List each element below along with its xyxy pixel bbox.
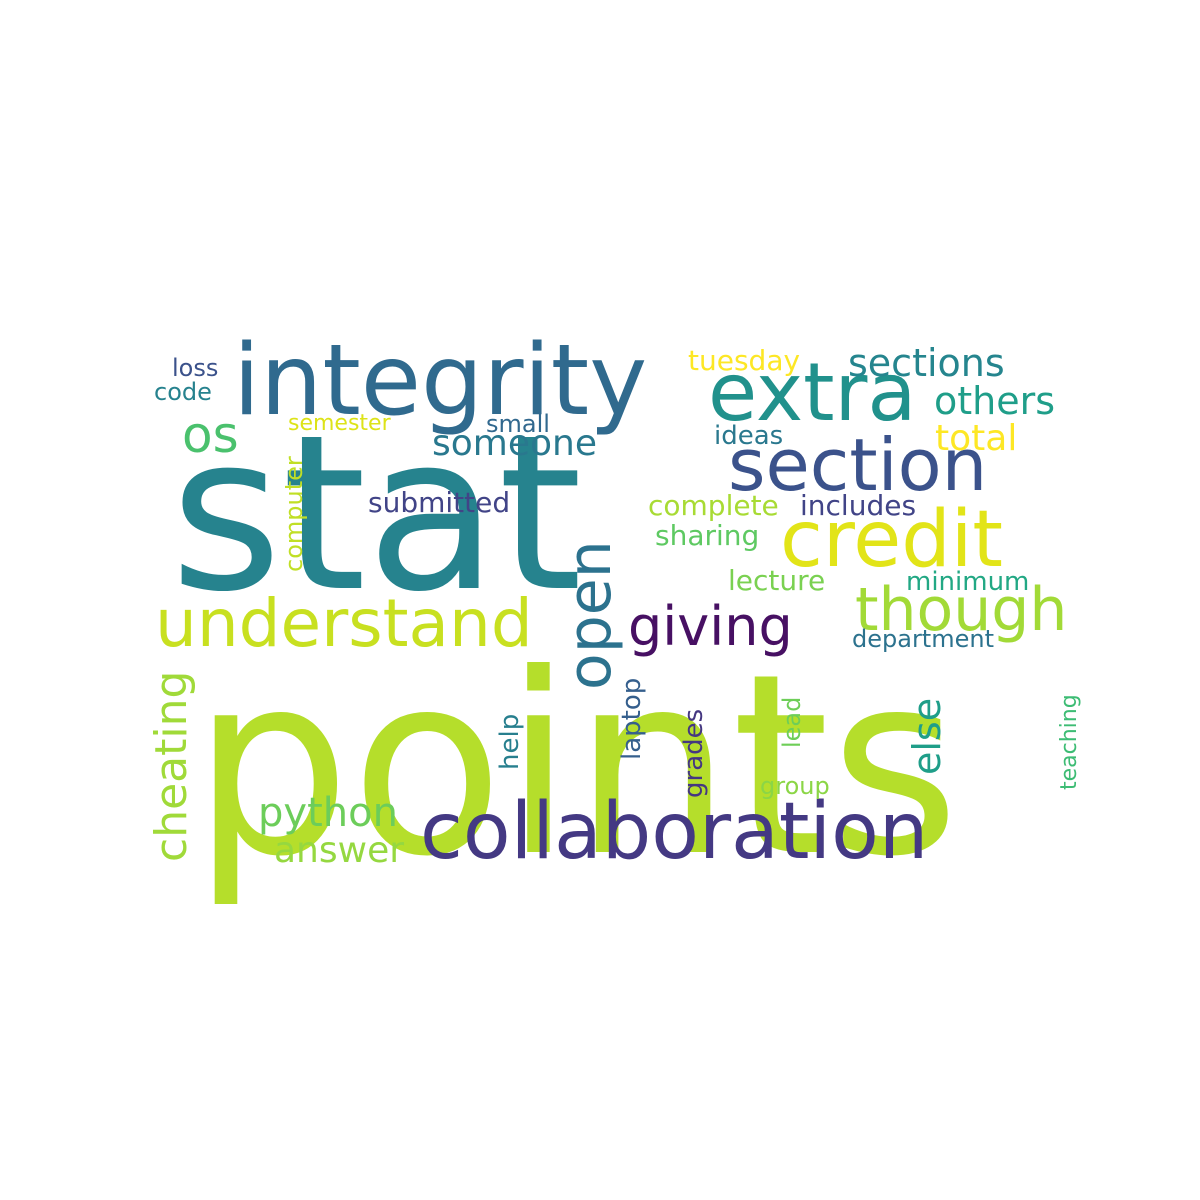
word-total: total <box>935 418 1017 459</box>
word-small: small <box>486 410 550 438</box>
word-department: department <box>852 625 994 653</box>
word-collaboration: collaboration <box>420 787 928 877</box>
word-minimum: minimum <box>906 567 1029 597</box>
word-help: help <box>495 714 525 770</box>
word-includes: includes <box>800 489 916 522</box>
word-stat: stat <box>170 388 582 639</box>
word-complete: complete <box>648 489 779 522</box>
word-understand: understand <box>155 585 533 662</box>
word-lecture: lecture <box>728 564 825 597</box>
word-lead: lead <box>778 697 806 748</box>
word-computer: computer <box>280 456 308 572</box>
word-code: code <box>154 378 212 406</box>
word-group: group <box>760 772 830 800</box>
word-though: though <box>855 575 1067 645</box>
word-open: open <box>555 540 625 690</box>
word-credit: credit <box>780 495 1003 585</box>
word-someone: someone <box>432 423 597 464</box>
word-teaching: teaching <box>1057 694 1082 790</box>
word-cheating: cheating <box>146 671 197 862</box>
word-sharing: sharing <box>655 519 759 552</box>
word-loss: loss <box>172 354 218 382</box>
word-laptop: laptop <box>617 678 647 760</box>
word-os: os <box>182 406 239 464</box>
word-sections: sections <box>848 341 1005 385</box>
word-tuesday: tuesday <box>688 344 800 377</box>
word-semester: semester <box>288 411 392 436</box>
word-submitted: submitted <box>368 486 510 519</box>
word-answer: answer <box>274 830 404 871</box>
word-integrity: integrity <box>233 324 647 438</box>
word-ideas: ideas <box>714 421 783 451</box>
word-python: python <box>258 790 398 836</box>
word-giving: giving <box>628 595 793 658</box>
word-section: section <box>728 423 987 507</box>
word-else: else <box>905 698 949 775</box>
word-extra: extra <box>708 346 916 439</box>
word-grades: grades <box>679 709 709 798</box>
word-others: others <box>934 379 1055 423</box>
word-points: points <box>192 620 960 911</box>
